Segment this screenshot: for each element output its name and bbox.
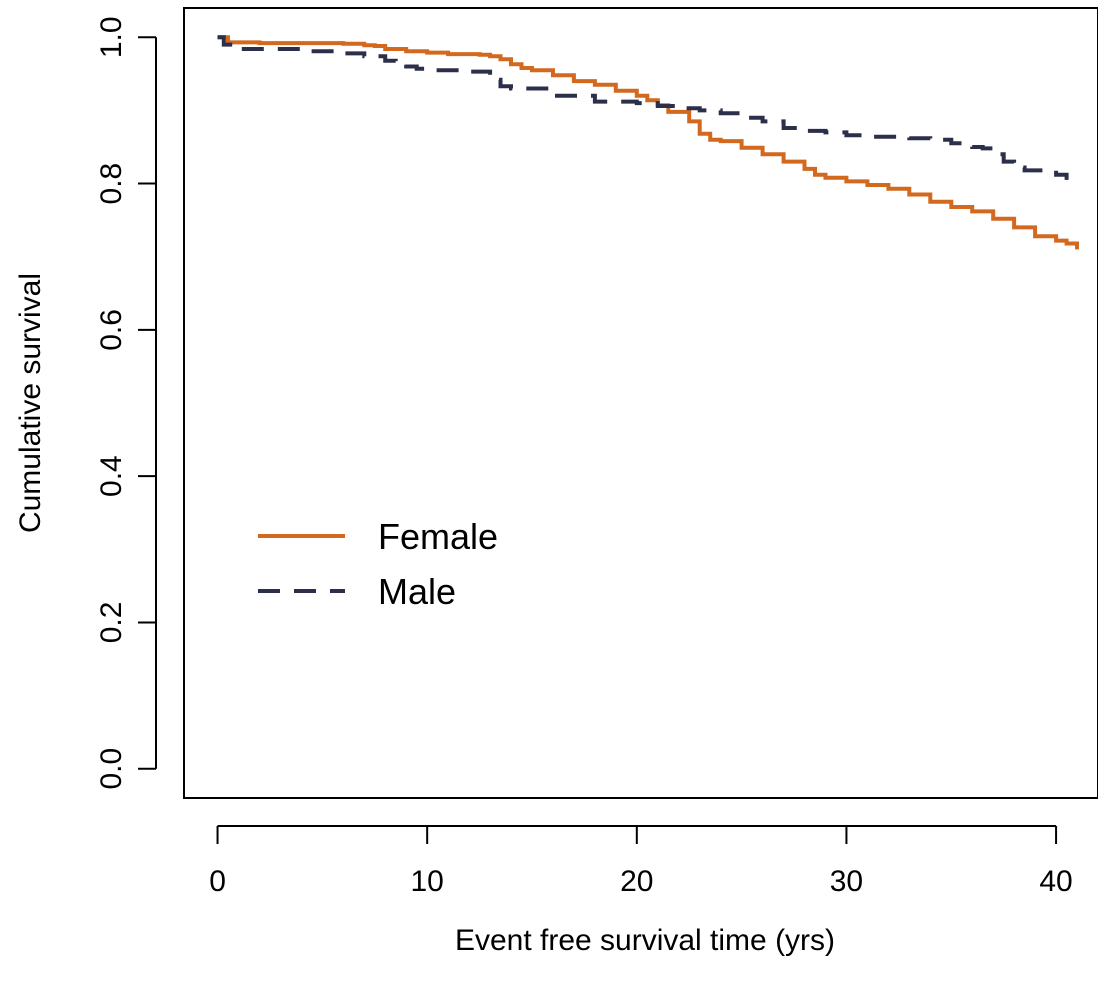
legend: Female Male <box>258 516 498 612</box>
series-layer <box>217 35 1079 250</box>
x-tick-label: 0 <box>209 865 226 898</box>
legend-label-female: Female <box>378 516 498 557</box>
plot-frame <box>183 7 1098 799</box>
y-tick-label: 0.2 <box>95 602 128 644</box>
y-tick-label: 0.4 <box>95 455 128 497</box>
series-line-female <box>217 35 1079 250</box>
x-tick-label: 40 <box>1039 865 1072 898</box>
legend-label-male: Male <box>378 571 456 612</box>
x-axis-title: Event free survival time (yrs) <box>455 924 835 957</box>
x-tick-label: 20 <box>620 865 653 898</box>
x-axis: 0 10 20 30 40 <box>209 825 1073 898</box>
y-tick-label: 1.0 <box>95 16 128 58</box>
x-tick-label: 30 <box>830 865 863 898</box>
y-tick-label: 0.8 <box>95 163 128 205</box>
series-line-male <box>217 35 1069 180</box>
y-tick-label: 0.6 <box>95 309 128 351</box>
x-tick-label: 10 <box>410 865 443 898</box>
y-tick-label: 0.0 <box>95 748 128 790</box>
y-axis-title: Cumulative survival <box>14 273 47 533</box>
y-axis: 0.0 0.2 0.4 0.6 0.8 1.0 <box>95 16 157 790</box>
